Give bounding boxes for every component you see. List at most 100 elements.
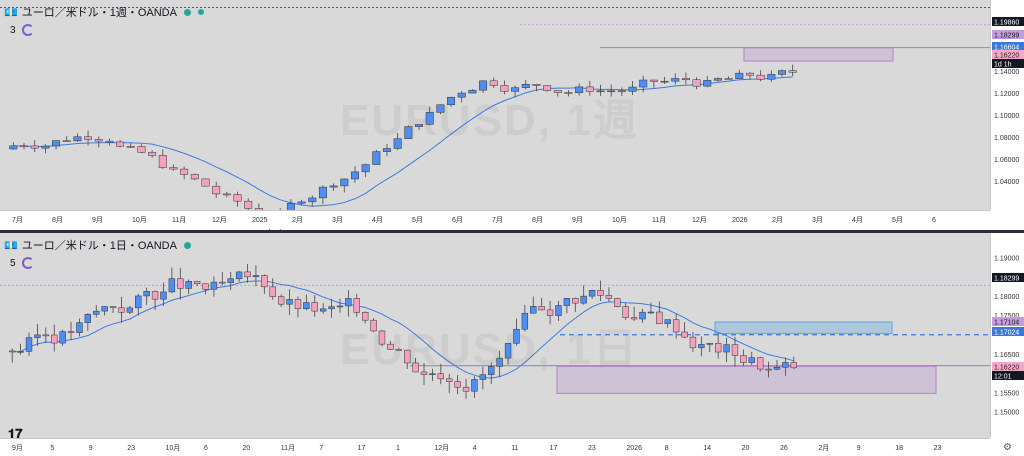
candle[interactable]	[227, 271, 234, 291]
candle[interactable]	[689, 331, 697, 352]
candle[interactable]	[143, 287, 150, 305]
candle[interactable]	[420, 363, 428, 385]
daily-legend[interactable]: 💶 ユーロ／米ドル・1日・OANDA	[4, 237, 191, 253]
candle[interactable]	[585, 80, 594, 96]
candle[interactable]	[553, 90, 562, 97]
candle[interactable]	[622, 302, 629, 321]
candle[interactable]	[706, 342, 713, 353]
candle[interactable]	[614, 297, 621, 308]
candle[interactable]	[446, 374, 453, 394]
candle[interactable]	[692, 77, 701, 90]
candle[interactable]	[790, 356, 797, 370]
candle[interactable]	[724, 76, 733, 80]
candle[interactable]	[713, 77, 722, 82]
candle[interactable]	[169, 164, 178, 171]
candle[interactable]	[628, 81, 637, 95]
candle[interactable]	[703, 75, 712, 88]
candle[interactable]	[84, 130, 93, 146]
candle[interactable]	[252, 265, 260, 287]
candle[interactable]	[148, 150, 157, 158]
candle[interactable]	[756, 356, 764, 372]
candle[interactable]	[244, 198, 253, 211]
candle[interactable]	[51, 324, 58, 352]
candle[interactable]	[180, 166, 189, 180]
candle[interactable]	[34, 323, 41, 346]
candle[interactable]	[393, 132, 402, 151]
candle[interactable]	[649, 79, 658, 88]
candle[interactable]	[555, 300, 562, 322]
candle[interactable]	[160, 282, 167, 306]
candle[interactable]	[387, 340, 394, 350]
candle[interactable]	[126, 305, 134, 315]
candle[interactable]	[222, 191, 231, 198]
candle[interactable]	[630, 306, 638, 321]
candle[interactable]	[25, 332, 33, 356]
candle[interactable]	[543, 85, 552, 92]
candle[interactable]	[294, 296, 302, 318]
candle[interactable]	[340, 178, 349, 193]
candle[interactable]	[745, 71, 754, 80]
candle[interactable]	[395, 348, 402, 351]
candle[interactable]	[20, 142, 28, 150]
candle[interactable]	[94, 136, 103, 148]
candle[interactable]	[468, 89, 477, 94]
candle[interactable]	[605, 287, 613, 302]
candle[interactable]	[116, 140, 125, 148]
candle[interactable]	[370, 318, 377, 333]
candle[interactable]	[235, 271, 243, 282]
candle[interactable]	[511, 85, 520, 98]
candle[interactable]	[575, 83, 584, 96]
candle[interactable]	[412, 357, 419, 373]
zone-box[interactable]	[714, 321, 893, 335]
candle[interactable]	[429, 368, 436, 382]
candle[interactable]	[404, 349, 411, 370]
candle[interactable]	[462, 378, 470, 399]
candle[interactable]	[767, 70, 776, 82]
candle[interactable]	[681, 72, 690, 85]
candle[interactable]	[532, 83, 541, 92]
candle[interactable]	[297, 199, 306, 206]
candle[interactable]	[84, 313, 92, 332]
candle[interactable]	[580, 285, 587, 305]
candle[interactable]	[647, 302, 655, 314]
candle[interactable]	[336, 298, 344, 313]
candle[interactable]	[101, 306, 108, 316]
candle[interactable]	[607, 84, 616, 97]
candle[interactable]	[639, 75, 648, 93]
candle[interactable]	[723, 337, 730, 363]
candle[interactable]	[479, 366, 487, 390]
daily-candles-svg[interactable]	[0, 233, 990, 438]
weekly-price-axis[interactable]: 1.04000 1.06000 1.08000 1.10000 1.12000 1.140…	[990, 0, 1024, 210]
candle[interactable]	[404, 125, 413, 139]
candle[interactable]	[41, 144, 50, 154]
candle[interactable]	[353, 293, 360, 317]
candle[interactable]	[656, 301, 663, 324]
candle[interactable]	[714, 333, 722, 359]
moving-average-line[interactable]	[12, 280, 794, 379]
candle[interactable]	[521, 304, 529, 332]
daily-price-axis[interactable]: 1.150001.155001.160001.165001.175001.180…	[990, 233, 1024, 438]
candle[interactable]	[617, 87, 626, 97]
candle[interactable]	[489, 77, 498, 89]
candle[interactable]	[93, 305, 100, 318]
candle[interactable]	[105, 138, 114, 146]
zone-box[interactable]	[743, 47, 894, 62]
daily-chart-pane[interactable]: EURUSD, 1日 💶 ユーロ／米ドル・1日・OANDA 5 𝟏𝟕 1.150…	[0, 233, 1024, 456]
candle[interactable]	[59, 329, 66, 346]
candle[interactable]	[185, 279, 192, 295]
weekly-plot-area[interactable]: EURUSD, 1週 💶 ユーロ／米ドル・1週・OANDA 3	[0, 0, 990, 234]
candle[interactable]	[345, 290, 352, 317]
candle[interactable]	[596, 84, 605, 96]
candle[interactable]	[681, 322, 688, 339]
candle[interactable]	[372, 149, 381, 165]
candle[interactable]	[76, 318, 83, 337]
candle[interactable]	[415, 124, 424, 131]
candle[interactable]	[137, 144, 146, 154]
candle[interactable]	[471, 376, 478, 399]
candle[interactable]	[286, 289, 293, 316]
candle[interactable]	[660, 76, 669, 84]
candle[interactable]	[500, 80, 509, 95]
candle[interactable]	[135, 293, 142, 316]
candle[interactable]	[233, 191, 242, 207]
pane-separator[interactable]	[0, 230, 1024, 233]
